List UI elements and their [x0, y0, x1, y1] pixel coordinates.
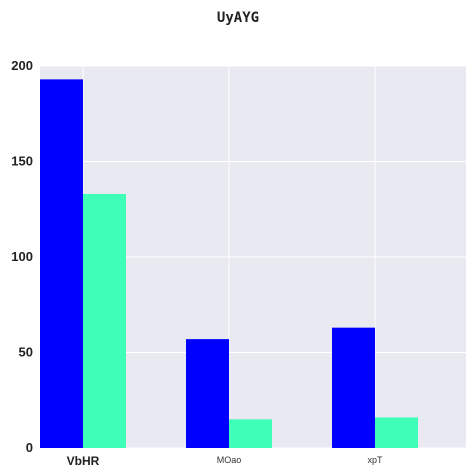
- bar-series-1-xpt: [332, 327, 375, 448]
- bar-series-2-xpt: [375, 417, 418, 448]
- x-axis-ticks: VbHR MOao xpT: [67, 454, 383, 468]
- bar-series-2-moao: [229, 419, 272, 448]
- x-tick-label: xpT: [367, 455, 383, 465]
- x-tick-label: MOao: [217, 455, 242, 465]
- y-axis-ticks: 0 50 100 150 200: [11, 58, 33, 455]
- bar-series-1-vbhr: [40, 79, 83, 449]
- bar-series-1-moao: [186, 339, 229, 448]
- y-tick-label: 0: [26, 440, 33, 455]
- y-tick-label: 100: [11, 249, 33, 264]
- bars: [40, 79, 418, 449]
- y-tick-label: 150: [11, 154, 33, 169]
- y-tick-label: 50: [19, 345, 33, 360]
- y-tick-label: 200: [11, 58, 33, 73]
- x-tick-label: VbHR: [67, 454, 100, 468]
- bar-series-2-vbhr: [83, 193, 126, 448]
- chart-title: UyAYG: [217, 10, 259, 26]
